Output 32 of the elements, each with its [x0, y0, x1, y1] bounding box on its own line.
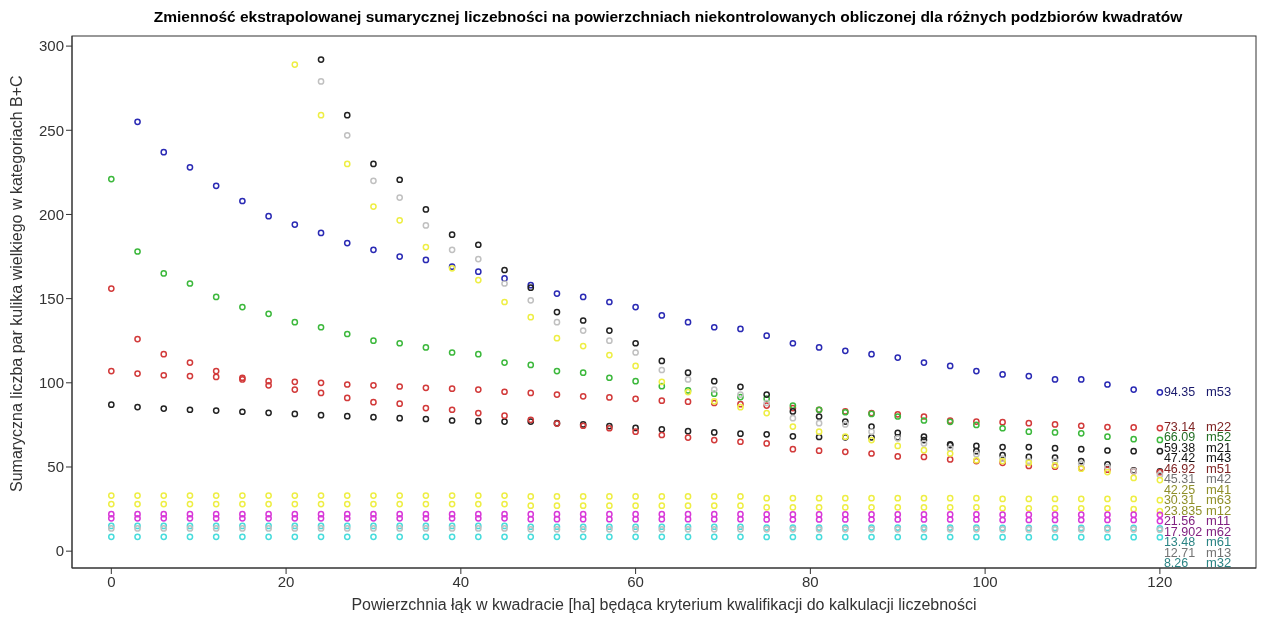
text: m52 [1205, 429, 1232, 444]
y-tick-label: 100 [38, 374, 64, 392]
x-tick-label: 80 [802, 572, 819, 590]
x-tick-label: 40 [452, 572, 470, 590]
data-label: 45.31 [1163, 472, 1196, 486]
data-label: 94.35 [1163, 385, 1196, 400]
y-tick-label: 200 [38, 205, 64, 223]
text: m61 [1205, 534, 1232, 549]
data-label: 8.26 [1163, 556, 1189, 570]
data-label: 66.09 [1163, 430, 1196, 444]
y-tick-label: 300 [38, 37, 64, 55]
text: m63 [1205, 492, 1232, 507]
data-label: 30.31 [1163, 493, 1196, 507]
data-label: 21.56 [1163, 514, 1196, 528]
y-axis-title: Sumaryczna liczba par kulika wielkiego w kategoriach B+C [7, 75, 25, 492]
text: m53 [1205, 384, 1232, 400]
x-tick-label: 20 [277, 572, 295, 590]
chart-title: Zmienność ekstrapolowanej sumarycznej liczebności na powierzchniach niekontrolowanych obliczonej dla różnych podzbiorów kwadratów [152, 8, 1184, 27]
text: m42 [1205, 471, 1232, 486]
x-tick-label: 60 [627, 572, 644, 590]
x-tick-label: 120 [1147, 572, 1173, 590]
x-tick-label: 0 [107, 572, 116, 590]
x-axis-title: Powierzchnia łąk w kwadracie [ha] będąca kryterium kwalifikacji do kalkulacji liczebności [351, 596, 977, 613]
text: m43 [1205, 450, 1232, 465]
y-tick-label: 50 [47, 458, 64, 476]
x-tick-label: 100 [972, 572, 998, 590]
y-tick-label: 250 [38, 121, 64, 139]
y-tick-label: 150 [38, 289, 64, 307]
text: m32 [1205, 555, 1232, 570]
y-tick-label: 0 [55, 542, 64, 560]
data-label: 13.48 [1163, 535, 1196, 549]
data-label: 47.42 [1163, 451, 1196, 465]
